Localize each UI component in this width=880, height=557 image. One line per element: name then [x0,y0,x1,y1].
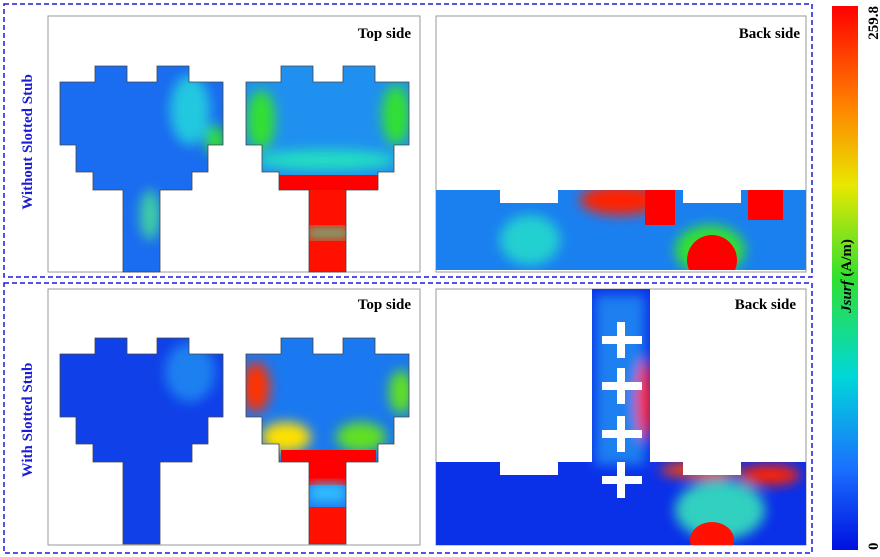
slots [602,322,642,498]
colorbar-min: 0 [866,543,880,551]
panel-label: Top side [358,297,412,313]
panel-frame [435,15,807,273]
field-map [60,66,223,272]
row-frame [3,282,813,554]
field-map [246,338,409,544]
colorbar-quantity: Jsurf [839,278,855,314]
panel-label: Back side [735,297,797,313]
field-map [246,66,409,272]
colorbar-title: Jsurf (A/m) [839,239,855,314]
field-map [436,190,806,270]
row-label: Without Slotted Stub [20,74,36,210]
panel-frame [47,288,421,546]
panel-label: Top side [358,26,412,42]
colorbar-unit: (A/m) [839,239,855,277]
colorbar-max: 259.8 [866,6,880,40]
row-label: With Slotted Stub [20,363,36,478]
row-frame [3,3,813,278]
panel-frame [47,15,421,273]
field-map [60,338,223,544]
colorbar [832,6,858,550]
panel-label: Back side [739,26,801,42]
